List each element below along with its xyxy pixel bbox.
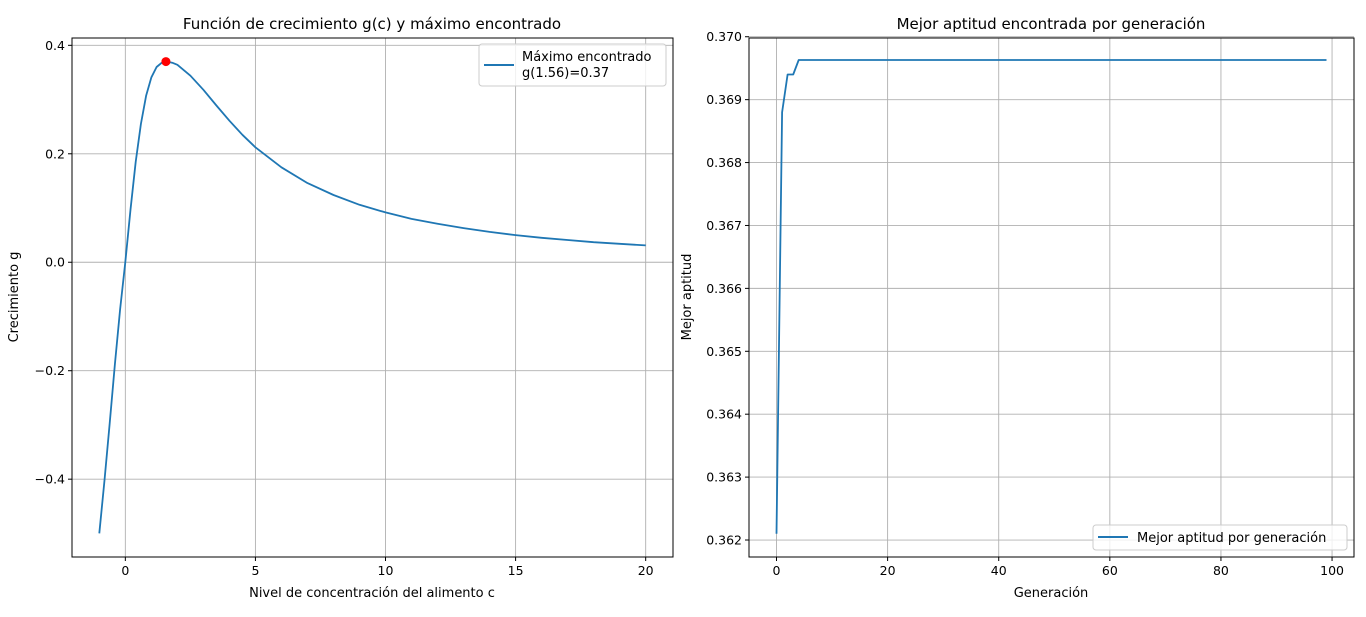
series-line — [775, 59, 1327, 534]
x-ticks: 0 5 10 15 20 — [121, 557, 654, 578]
grid — [72, 38, 673, 557]
legend-label: Mejor aptitud por generación — [1137, 531, 1326, 546]
y-tick-label: 0.2 — [45, 146, 65, 161]
legend: Mejor aptitud por generación — [1092, 524, 1348, 551]
axes-frame — [748, 37, 1355, 558]
chart-title: Función de crecimiento g(c) y máximo enc… — [183, 15, 561, 33]
y-tick-label: 0.367 — [706, 218, 742, 233]
growth-chart: Función de crecimiento g(c) y máximo enc… — [7, 15, 674, 601]
legend-label-line1: Máximo encontrado — [522, 50, 651, 65]
x-axis-label: Generación — [1014, 586, 1089, 601]
x-axis-label: Nivel de concentración del alimento c — [249, 586, 495, 601]
y-tick-label: 0.370 — [706, 29, 742, 44]
y-axis-label: Crecimiento g — [7, 252, 22, 343]
x-tick-label: 20 — [638, 563, 654, 578]
y-axis-label: Mejor aptitud — [680, 254, 695, 341]
plot-area — [775, 59, 1327, 534]
legend: Máximo encontrado g(1.56)=0.37 — [478, 43, 667, 87]
y-tick-label: 0.4 — [45, 38, 65, 53]
y-tick-label: 0.366 — [706, 281, 742, 296]
y-ticks: 0.362 0.363 0.364 0.365 0.366 0.367 0.368 0.369… — [706, 29, 749, 548]
y-tick-label: 0.0 — [45, 255, 65, 270]
max-point-marker — [161, 57, 171, 67]
y-tick-label: 0.368 — [706, 155, 742, 170]
x-tick-label: 60 — [1102, 563, 1118, 578]
x-tick-label: 20 — [880, 563, 896, 578]
y-tick-label: 0.364 — [706, 407, 742, 422]
fitness-chart: Mejor aptitud encontrada por generación … — [680, 15, 1355, 601]
y-tick-label: 0.365 — [706, 344, 742, 359]
y-ticks: −0.4 −0.2 0.0 0.2 0.4 — [35, 38, 72, 487]
plot-area — [98, 57, 646, 534]
x-tick-label: 40 — [991, 563, 1007, 578]
legend-box — [478, 43, 667, 87]
y-tick-label: 0.363 — [706, 470, 742, 485]
axes-frame — [71, 37, 674, 558]
x-tick-label: 15 — [508, 563, 524, 578]
x-tick-label: 5 — [251, 563, 259, 578]
legend-box — [1092, 524, 1348, 551]
legend-label-line2: g(1.56)=0.37 — [522, 66, 609, 81]
grid — [749, 36, 1354, 557]
y-tick-label: −0.2 — [35, 363, 65, 378]
x-tick-label: 0 — [121, 563, 129, 578]
x-tick-label: 0 — [773, 563, 781, 578]
x-tick-label: 100 — [1320, 563, 1344, 578]
y-tick-label: 0.362 — [706, 533, 742, 548]
chart-title: Mejor aptitud encontrada por generación — [897, 15, 1206, 33]
y-tick-label: 0.369 — [706, 92, 742, 107]
x-ticks: 0 20 40 60 80 100 — [773, 557, 1344, 578]
x-tick-label: 10 — [378, 563, 394, 578]
x-tick-label: 80 — [1213, 563, 1229, 578]
y-tick-label: −0.4 — [35, 472, 65, 487]
series-line — [98, 60, 646, 534]
